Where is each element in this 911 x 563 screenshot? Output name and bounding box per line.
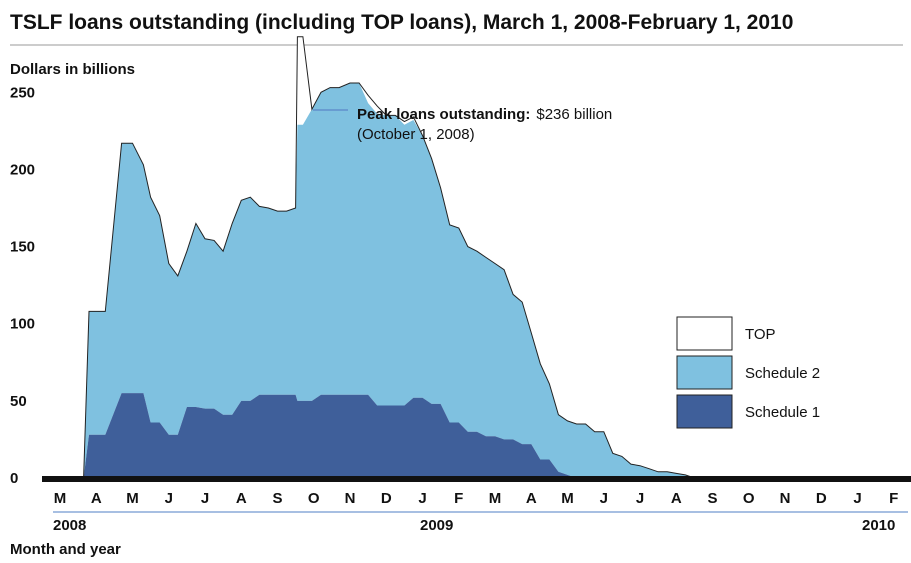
chart-areas xyxy=(60,36,911,478)
x-tick-label: N xyxy=(780,490,791,507)
peak-annotation-date: (October 1, 2008) xyxy=(357,126,475,143)
legend-swatch-schedule-2 xyxy=(676,355,733,390)
x-year-labels: 2008 2009 2010 xyxy=(53,517,895,534)
y-tick-200: 200 xyxy=(10,161,35,178)
area-schedule-1 xyxy=(60,393,911,478)
x-tick-label: A xyxy=(91,490,102,507)
x-tick-label: O xyxy=(308,490,320,507)
x-tick-label: J xyxy=(853,490,861,507)
x-tick-label: M xyxy=(561,490,574,507)
legend: TOP Schedule 2 Schedule 1 xyxy=(676,316,820,429)
peak-annotation-line1: Peak loans outstanding: $236 billion xyxy=(357,106,612,123)
x-axis-label: Month and year xyxy=(10,541,121,558)
peak-annotation: Peak loans outstanding: $236 billion (Oct… xyxy=(313,106,612,143)
x-tick-label: M xyxy=(489,490,502,507)
year-label-2008: 2008 xyxy=(53,517,86,534)
x-tick-label: D xyxy=(381,490,392,507)
x-tick-label: S xyxy=(707,490,717,507)
legend-swatch-schedule-1 xyxy=(676,394,733,429)
year-label-2010: 2010 xyxy=(862,517,895,534)
x-tick-label: A xyxy=(671,490,682,507)
x-tick-label: M xyxy=(54,490,67,507)
peak-annotation-bold: Peak loans outstanding: xyxy=(357,106,530,123)
x-tick-label: F xyxy=(889,490,898,507)
x-tick-label: J xyxy=(600,490,608,507)
x-tick-label: O xyxy=(743,490,755,507)
legend-swatch-top xyxy=(676,316,733,351)
y-tick-50: 50 xyxy=(10,393,27,410)
chart-title: TSLF loans outstanding (including TOP lo… xyxy=(10,11,793,34)
total-outline xyxy=(60,36,911,479)
x-tick-label: J xyxy=(636,490,644,507)
legend-label-schedule-2: Schedule 2 xyxy=(745,365,820,382)
x-tick-label: J xyxy=(418,490,426,507)
area-schedule-2 xyxy=(60,83,911,478)
x-tick-label: S xyxy=(272,490,282,507)
x-tick-label: J xyxy=(201,490,209,507)
y-tick-100: 100 xyxy=(10,316,35,333)
legend-label-schedule-1: Schedule 1 xyxy=(745,404,820,421)
legend-label-top: TOP xyxy=(745,326,776,343)
peak-annotation-value: $236 billion xyxy=(536,106,612,123)
y-tick-labels: 0 50 100 150 200 250 xyxy=(10,84,35,487)
x-tick-label: F xyxy=(454,490,463,507)
x-tick-label: D xyxy=(816,490,827,507)
x-tick-label: A xyxy=(236,490,247,507)
x-tick-label: J xyxy=(165,490,173,507)
year-label-2009: 2009 xyxy=(420,517,453,534)
x-tick-label: M xyxy=(126,490,139,507)
y-tick-150: 150 xyxy=(10,239,35,256)
y-tick-250: 250 xyxy=(10,84,35,101)
x-tick-label: N xyxy=(345,490,356,507)
x-tick-label: A xyxy=(526,490,537,507)
y-axis-label: Dollars in billions xyxy=(10,61,135,78)
y-tick-0: 0 xyxy=(10,470,18,487)
